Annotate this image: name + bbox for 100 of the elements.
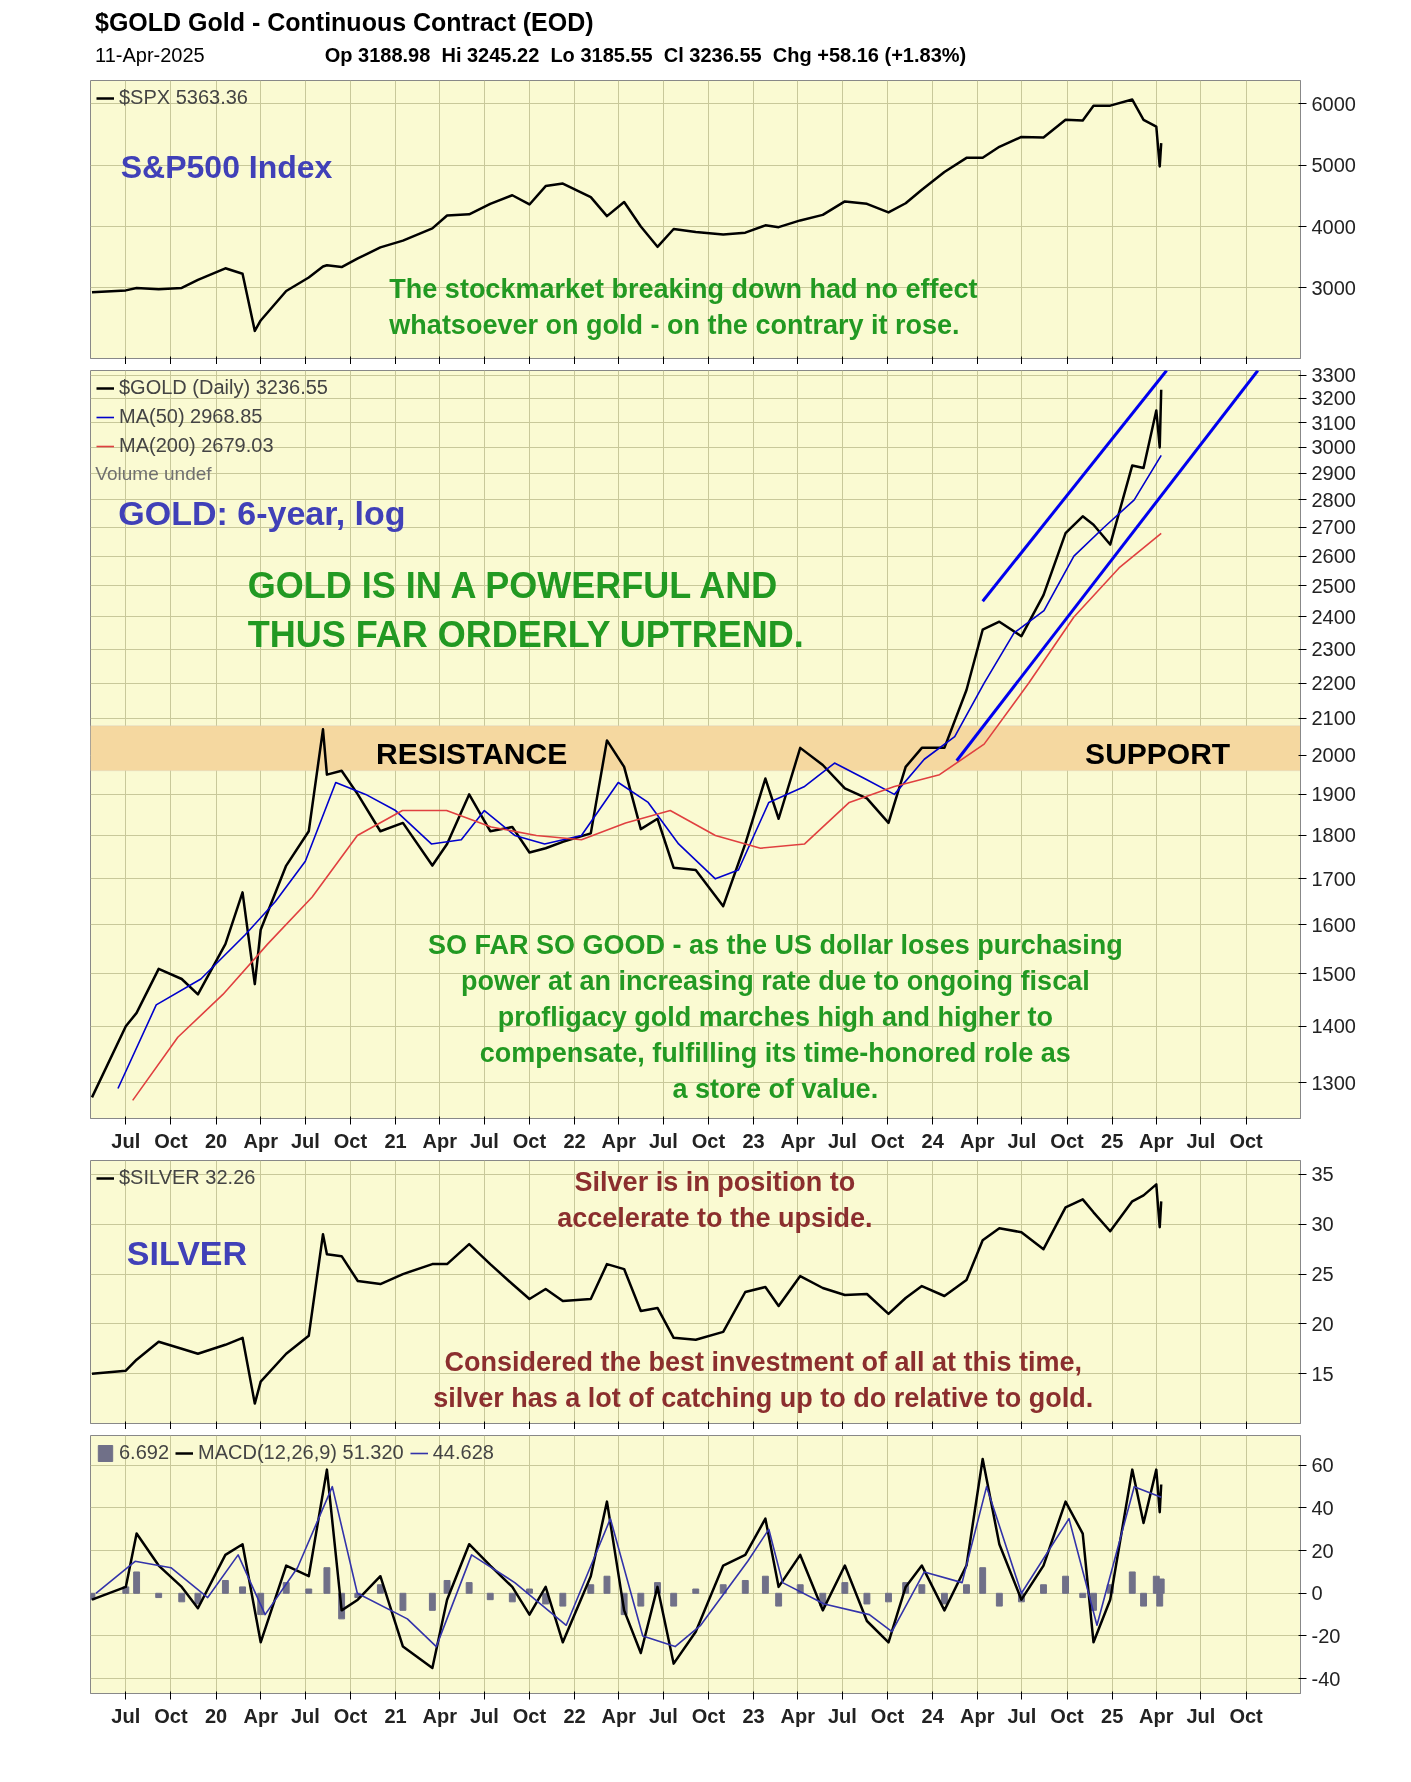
x-tick-label: Jul xyxy=(1186,1704,1216,1727)
y-tick-label: 1400 xyxy=(1311,1015,1356,1038)
x-tick-label: Apr xyxy=(601,1129,637,1152)
y-tick-label: 2100 xyxy=(1311,707,1356,730)
x-tick-label: Jul xyxy=(290,1704,320,1727)
legend-label: 6.692 xyxy=(119,1441,170,1465)
y-tick-label: 2500 xyxy=(1311,575,1356,598)
y-tick-label: 3200 xyxy=(1311,387,1356,410)
y-tick-label: 2900 xyxy=(1311,462,1356,485)
x-tick-label: 21 xyxy=(384,1129,407,1152)
annotation: Silver is in position to accelerate to the upside. xyxy=(557,1167,873,1234)
x-tick-label: 22 xyxy=(563,1704,586,1727)
x-tick-label: Apr xyxy=(780,1704,816,1727)
legend-label: MA(50) 2968.85 xyxy=(119,405,263,429)
y-tick-label: 1500 xyxy=(1311,963,1356,986)
text: Op 3188.98 Hi 3245.22 Lo 3185.55 Cl 3236.55 Chg +58.16 (+1.83%) xyxy=(324,43,967,66)
y-tick-label: 60 xyxy=(1311,1454,1334,1477)
x-tick-label: Apr xyxy=(960,1129,995,1152)
x-tick-label: Apr xyxy=(960,1704,995,1727)
x-tick-label: Apr xyxy=(1139,1704,1174,1727)
y-tick-label: 1800 xyxy=(1311,824,1356,847)
legend-label: 44.628 xyxy=(432,1441,494,1465)
x-tick-label: Jul xyxy=(111,1704,141,1727)
legend-label: MA(200) 2679.03 xyxy=(119,434,274,458)
annotation: SO FAR SO GOOD - as the US dollar loses purchasing power at an increasing rate due to ongoing fiscal profligacy gold marches high and higher to compensate, fulfilling its time-honored role as a store of value. xyxy=(428,930,1123,1105)
x-tick-label: Apr xyxy=(1139,1129,1174,1152)
annotation: Considered the best investment of all at this time, silver has a lot of catching up to do relative to gold. xyxy=(433,1346,1094,1413)
y-tick-label: 1600 xyxy=(1311,914,1356,937)
annotation: SILVER xyxy=(126,1233,248,1272)
x-tick-label: Jul xyxy=(827,1129,857,1152)
y-tick-label: 3000 xyxy=(1311,277,1356,300)
y-tick-label: 3000 xyxy=(1311,436,1356,459)
y-tick-label: 1300 xyxy=(1311,1071,1356,1094)
x-tick-label: Apr xyxy=(601,1704,637,1727)
x-tick-label: Oct xyxy=(1050,1704,1085,1727)
x-tick-label: Jul xyxy=(290,1129,320,1152)
y-tick-label: 20 xyxy=(1311,1539,1334,1562)
x-tick-label: 20 xyxy=(204,1704,228,1727)
legend-label: MACD(12,26,9) 51.320 xyxy=(198,1441,404,1465)
x-tick-label: Apr xyxy=(422,1129,458,1152)
x-tick-label: Oct xyxy=(333,1704,368,1727)
x-tick-label: 24 xyxy=(921,1704,945,1727)
x-tick-label: Oct xyxy=(691,1704,726,1727)
legend-label: $SILVER 32.26 xyxy=(119,1166,256,1190)
x-tick-label: Jul xyxy=(469,1129,499,1152)
x-tick-label: Oct xyxy=(870,1129,905,1152)
y-tick-label: 6000 xyxy=(1311,93,1356,116)
x-tick-label: Oct xyxy=(1050,1129,1085,1152)
x-tick-label: Oct xyxy=(333,1129,368,1152)
annotation: GOLD: 6-year, log xyxy=(118,493,406,532)
x-tick-label: 20 xyxy=(204,1129,228,1152)
chart-title: $GOLD Gold - Continuous Contract (EOD) xyxy=(95,7,595,38)
legend-label: $GOLD (Daily) 3236.55 xyxy=(119,376,328,400)
annotation: RESISTANCE xyxy=(376,737,568,771)
y-tick-label: 20 xyxy=(1311,1313,1334,1336)
x-tick-label: Jul xyxy=(469,1704,499,1727)
x-tick-label: Oct xyxy=(870,1704,905,1727)
y-tick-label: 2800 xyxy=(1311,489,1356,512)
y-tick-label: 1700 xyxy=(1311,868,1356,891)
y-tick-label: 1900 xyxy=(1311,783,1356,806)
x-tick-label: Apr xyxy=(422,1704,458,1727)
y-tick-label: 2700 xyxy=(1311,516,1356,539)
y-tick-label: 15 xyxy=(1311,1362,1334,1385)
y-tick-label: 2300 xyxy=(1311,638,1356,661)
x-tick-label: 23 xyxy=(742,1129,765,1152)
x-tick-label: 25 xyxy=(1101,1704,1124,1727)
x-tick-label: Jul xyxy=(827,1704,857,1727)
x-tick-label: 21 xyxy=(384,1704,407,1727)
annotation: Volume undef xyxy=(95,463,213,485)
x-tick-label: Jul xyxy=(1007,1129,1037,1152)
y-tick-label: 40 xyxy=(1311,1497,1334,1520)
y-tick-label: -20 xyxy=(1311,1625,1341,1648)
x-tick-label: Oct xyxy=(154,1704,188,1727)
x-tick-label: Apr xyxy=(243,1129,279,1152)
x-tick-label: Oct xyxy=(512,1129,547,1152)
legend-label: $SPX 5363.36 xyxy=(119,86,248,110)
x-tick-label: Apr xyxy=(780,1129,816,1152)
y-tick-label: 2200 xyxy=(1311,672,1356,695)
x-tick-label: Oct xyxy=(1229,1129,1264,1152)
x-tick-label: Jul xyxy=(111,1129,141,1152)
x-tick-label: 25 xyxy=(1101,1129,1124,1152)
x-tick-label: Oct xyxy=(1229,1704,1264,1727)
y-tick-label: 4000 xyxy=(1311,215,1356,238)
y-tick-label: -40 xyxy=(1311,1667,1341,1690)
y-tick-label: 35 xyxy=(1311,1163,1334,1186)
y-tick-label: 5000 xyxy=(1311,154,1356,177)
x-tick-label: 23 xyxy=(742,1704,765,1727)
annotation: SUPPORT xyxy=(1085,737,1231,771)
y-tick-label: 2000 xyxy=(1311,744,1356,767)
y-tick-label: 0 xyxy=(1311,1582,1323,1605)
y-tick-label: 3300 xyxy=(1311,364,1356,387)
x-tick-label: Oct xyxy=(154,1129,188,1152)
y-tick-label: 25 xyxy=(1311,1263,1334,1286)
annotation: GOLD IS IN A POWERFUL AND THUS FAR ORDERLY UPTREND. xyxy=(247,565,804,656)
x-tick-label: 22 xyxy=(563,1129,586,1152)
annotation: S&P500 Index xyxy=(120,148,333,185)
x-tick-label: Apr xyxy=(243,1704,279,1727)
annotation: The stockmarket breaking down had no effect whatsoever on gold - on the contrary it rose. xyxy=(388,274,978,341)
y-tick-label: 3100 xyxy=(1311,411,1356,434)
x-tick-label: Jul xyxy=(1007,1704,1037,1727)
